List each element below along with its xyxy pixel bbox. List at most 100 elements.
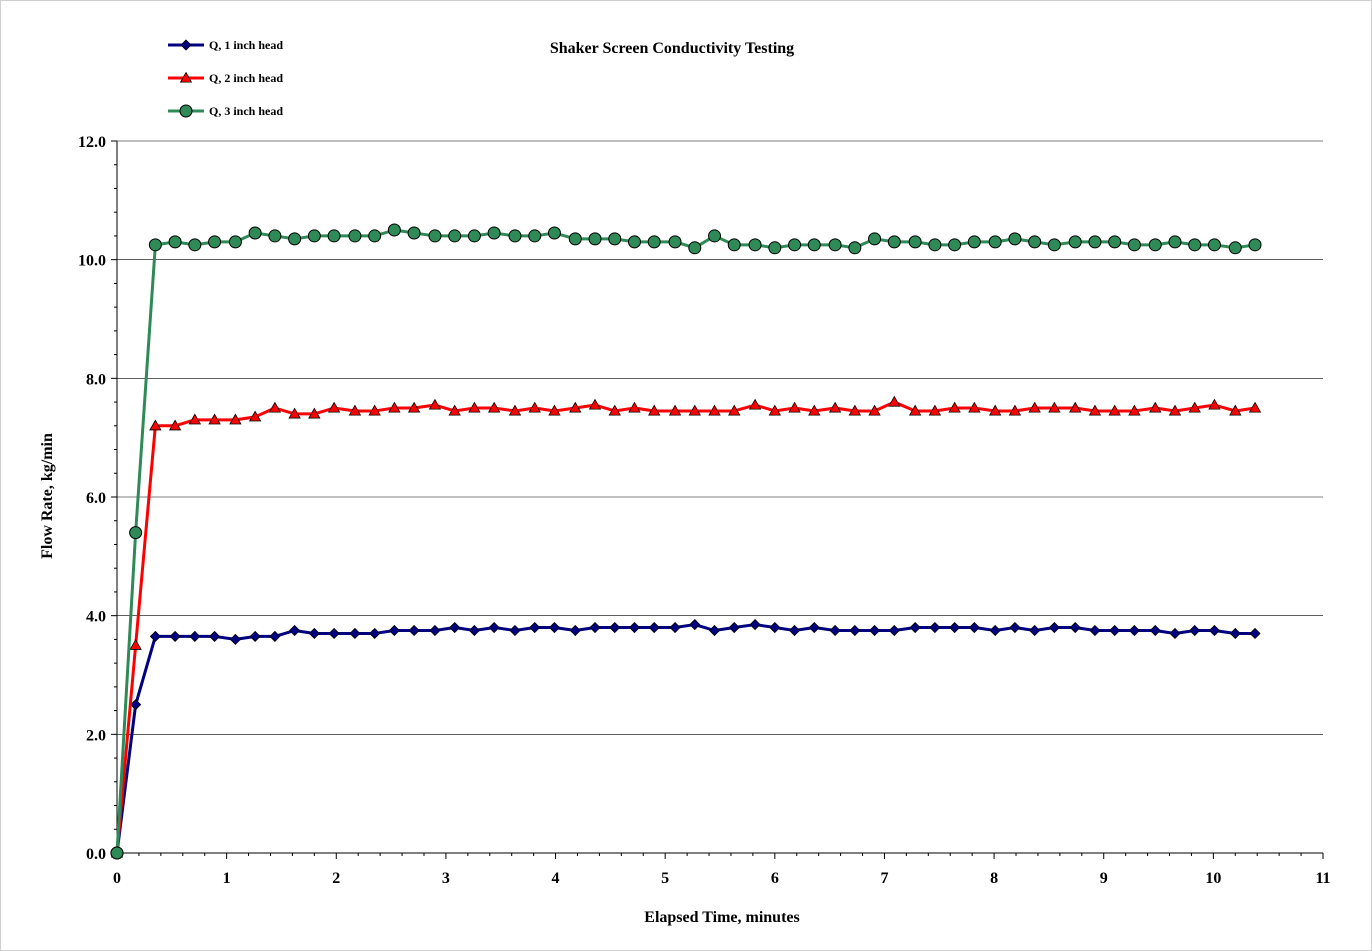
data-point bbox=[1208, 624, 1221, 637]
data-point bbox=[627, 235, 641, 249]
data-point bbox=[529, 621, 541, 634]
data-point bbox=[768, 241, 782, 255]
data-point bbox=[327, 401, 341, 413]
data-point bbox=[188, 238, 202, 252]
data-point bbox=[948, 401, 961, 413]
data-point bbox=[1148, 238, 1162, 252]
data-point bbox=[748, 238, 762, 252]
data-point bbox=[1048, 401, 1061, 413]
data-point bbox=[169, 630, 181, 642]
data-point bbox=[308, 627, 320, 640]
data-point bbox=[348, 229, 362, 243]
data-point bbox=[268, 229, 282, 243]
chart-title: Shaker Screen Conductivity Testing bbox=[550, 40, 794, 57]
data-point bbox=[628, 401, 641, 413]
data-point bbox=[829, 624, 841, 637]
data-point bbox=[609, 621, 621, 634]
y-tick-label: 6.0 bbox=[86, 490, 106, 507]
data-point bbox=[1088, 235, 1102, 249]
y-tick-label: 4.0 bbox=[86, 609, 106, 626]
data-point bbox=[248, 226, 262, 240]
data-point bbox=[1069, 401, 1082, 413]
data-point bbox=[749, 619, 761, 631]
data-point bbox=[988, 235, 1002, 249]
data-point bbox=[229, 413, 242, 425]
data-point bbox=[407, 401, 421, 413]
data-point bbox=[648, 404, 661, 416]
data-point bbox=[828, 401, 842, 413]
data-point bbox=[368, 229, 382, 243]
data-point bbox=[408, 624, 420, 637]
data-point bbox=[1128, 404, 1141, 416]
data-point bbox=[1047, 238, 1061, 252]
legend-marker bbox=[179, 71, 193, 83]
origin-point bbox=[110, 846, 124, 860]
y-tick-label: 0.0 bbox=[86, 846, 106, 863]
data-point bbox=[1108, 235, 1122, 249]
data-point bbox=[488, 621, 500, 634]
data-point bbox=[547, 226, 561, 240]
data-point bbox=[708, 624, 721, 637]
data-point bbox=[1028, 235, 1042, 249]
data-point bbox=[1188, 238, 1202, 252]
y-axis-title: Flow Rate, kg/min bbox=[39, 433, 56, 559]
data-point bbox=[769, 621, 781, 634]
legend: Q, 1 inch head Q, 2 inch head Q, 3 inch he… bbox=[168, 38, 283, 118]
data-point bbox=[828, 238, 842, 252]
data-point bbox=[647, 235, 661, 249]
data-point bbox=[989, 624, 1001, 637]
data-point bbox=[589, 621, 601, 634]
data-point bbox=[288, 232, 302, 246]
data-point bbox=[1127, 238, 1141, 252]
data-point bbox=[689, 619, 701, 631]
data-point bbox=[308, 407, 321, 419]
data-point bbox=[608, 404, 621, 416]
x-tick-label: 11 bbox=[1315, 870, 1330, 887]
data-point bbox=[768, 404, 782, 416]
data-point bbox=[428, 229, 442, 243]
data-point bbox=[528, 229, 542, 243]
data-point bbox=[369, 627, 381, 640]
series-3 bbox=[110, 223, 1262, 860]
data-point bbox=[1088, 404, 1102, 416]
data-point bbox=[328, 627, 340, 640]
data-point bbox=[209, 630, 221, 642]
data-point bbox=[1188, 401, 1201, 413]
data-point bbox=[588, 232, 602, 246]
legend-entry-1: Q, 1 inch head bbox=[168, 38, 283, 52]
data-point bbox=[129, 639, 142, 650]
data-point bbox=[968, 621, 980, 634]
data-point bbox=[248, 410, 262, 422]
data-point bbox=[1068, 235, 1082, 249]
data-point bbox=[1089, 624, 1101, 637]
data-point bbox=[848, 241, 862, 255]
data-point bbox=[1149, 401, 1162, 413]
data-point bbox=[569, 624, 581, 637]
data-point bbox=[168, 235, 182, 249]
y-tick-label: 2.0 bbox=[86, 727, 106, 744]
data-point bbox=[888, 624, 900, 637]
data-point bbox=[388, 401, 401, 413]
data-point bbox=[808, 404, 821, 416]
x-tick-label: 7 bbox=[880, 870, 888, 887]
x-tick-label: 10 bbox=[1205, 870, 1221, 887]
data-point bbox=[928, 404, 942, 416]
data-point bbox=[648, 621, 660, 634]
data-point bbox=[1208, 398, 1221, 410]
data-point bbox=[249, 630, 261, 642]
data-point bbox=[788, 624, 801, 637]
data-point bbox=[289, 624, 301, 637]
data-point bbox=[509, 624, 521, 637]
data-point bbox=[268, 401, 282, 413]
data-point bbox=[908, 404, 922, 416]
series-group bbox=[110, 223, 1262, 860]
y-tick-label: 8.0 bbox=[86, 371, 106, 388]
data-point bbox=[508, 404, 522, 416]
data-point bbox=[387, 223, 401, 237]
x-tick-label: 3 bbox=[442, 870, 450, 887]
data-point bbox=[428, 398, 442, 410]
data-point bbox=[229, 633, 241, 645]
data-point bbox=[1149, 624, 1161, 637]
